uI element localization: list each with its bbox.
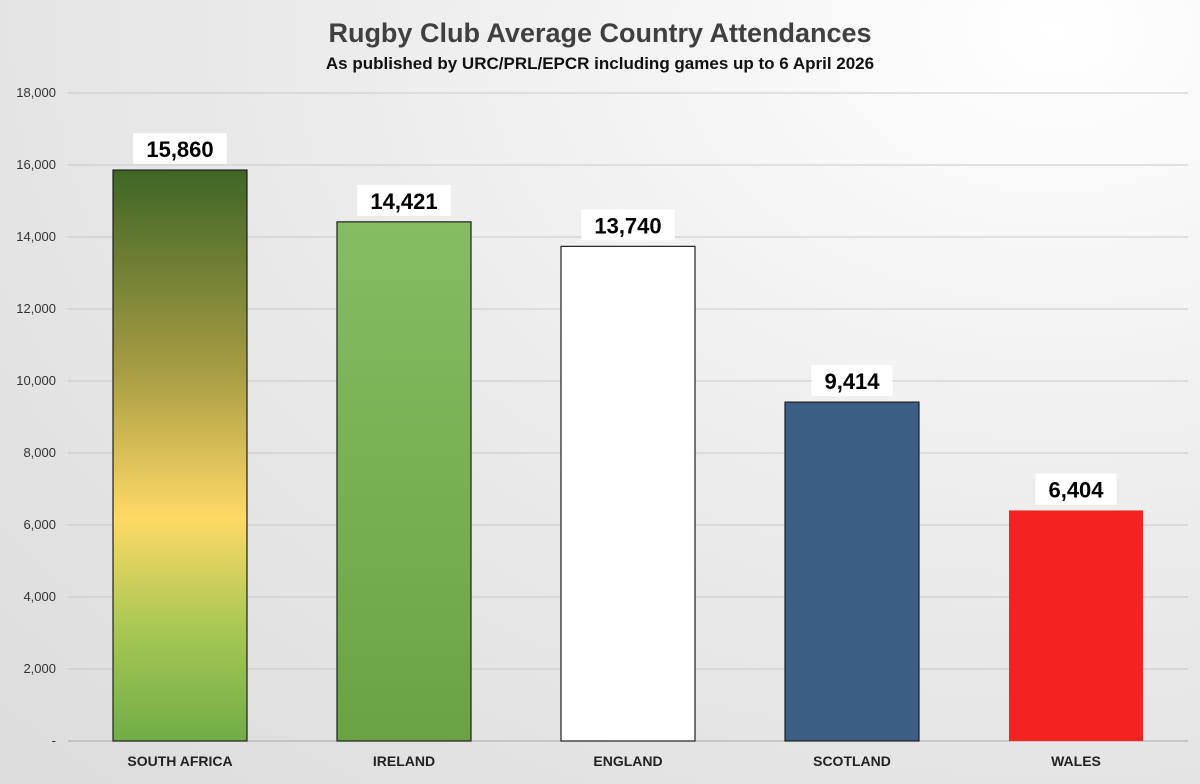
y-tick-label: 8,000: [23, 445, 56, 460]
data-label-box: [1035, 473, 1117, 505]
data-label-box: [811, 365, 893, 397]
y-tick-label: 16,000: [16, 157, 56, 172]
data-label-england: 13,740: [594, 213, 661, 238]
y-tick-label: 2,000: [23, 661, 56, 676]
x-tick-label-england: ENGLAND: [593, 753, 662, 769]
bar-south-africa: [112, 169, 248, 742]
data-label-scotland: 9,414: [824, 369, 880, 394]
y-tick-label: 10,000: [16, 373, 56, 388]
data-labels: 15,860 14,421 13,740 9,414 6,404: [133, 133, 1117, 505]
y-tick-label: 18,000: [16, 85, 56, 100]
bar-ireland: [336, 221, 472, 742]
y-tick-label: 14,000: [16, 229, 56, 244]
data-label-box: [581, 209, 675, 241]
data-label-south-africa: 15,860: [146, 137, 213, 162]
data-label-wales: 6,404: [1048, 477, 1104, 502]
data-label-box: [133, 133, 227, 165]
y-tick-label: 4,000: [23, 589, 56, 604]
y-tick-label: 6,000: [23, 517, 56, 532]
y-tick-label: 12,000: [16, 301, 56, 316]
chart-subtitle: As published by URC/PRL/EPCR including g…: [326, 54, 874, 73]
bars: [112, 169, 1143, 742]
y-tick-label: -: [52, 733, 56, 748]
x-tick-label-scotland: SCOTLAND: [813, 753, 891, 769]
data-label-box: [357, 184, 451, 216]
chart-title: Rugby Club Average Country Attendances: [328, 18, 871, 48]
bar-scotland: [784, 401, 920, 742]
x-tick-label-ireland: IRELAND: [373, 753, 435, 769]
y-axis: - 2,000 4,000 6,000 8,000 10,000 12,000 14,000 1…: [16, 85, 56, 748]
x-axis: SOUTH AFRICA IRELAND ENGLAND SCOTLAND WALES: [127, 753, 1101, 769]
data-label-ireland: 14,421: [370, 189, 437, 214]
bar-england: [560, 245, 696, 742]
x-tick-label-south-africa: SOUTH AFRICA: [127, 753, 232, 769]
x-tick-label-wales: WALES: [1051, 753, 1101, 769]
bar-wales: [1009, 510, 1143, 741]
